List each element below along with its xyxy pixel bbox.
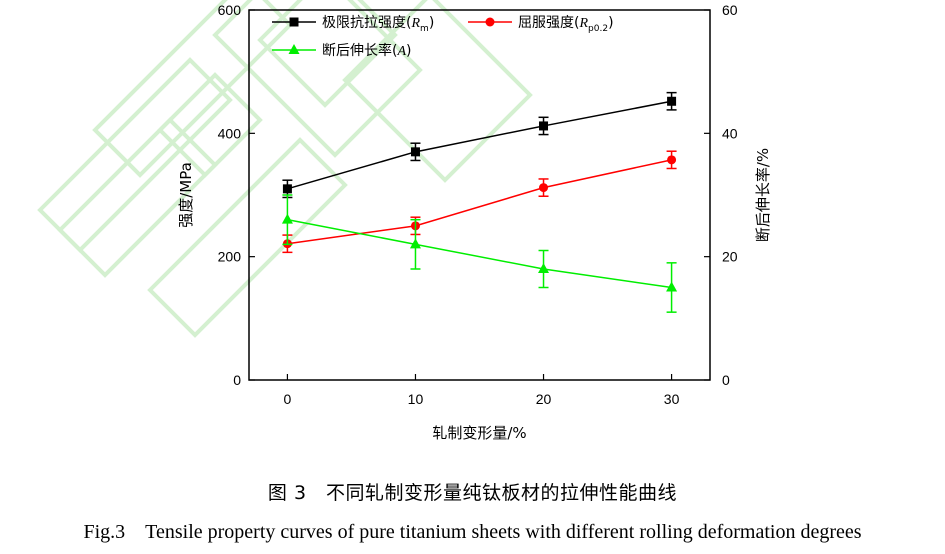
y2-tick-label: 60 — [722, 2, 738, 18]
watermark-shape — [147, 137, 348, 338]
series-1 — [282, 150, 677, 254]
legend-marker — [289, 17, 299, 27]
plot-frame — [248, 9, 711, 381]
y2-axis-label: 断后伸长率/% — [754, 148, 772, 242]
x-tick-label: 0 — [284, 391, 292, 407]
legend-entry-2: 断后伸长率(A) — [272, 42, 412, 59]
legend-label: 断后伸长率(A) — [322, 42, 412, 59]
legend-marker — [288, 44, 300, 54]
y-tick-label: 600 — [218, 2, 242, 18]
legend-label: 极限抗拉强度(Rm) — [322, 15, 434, 34]
series-2 — [281, 194, 678, 313]
y2-tick-label: 40 — [722, 125, 738, 141]
y-axis-label: 强度/MPa — [177, 162, 195, 228]
tensile-property-chart: 0 10 20 30 0 200 400 600 0 20 40 60 轧制变形量/% 强度/MPa 断后伸… — [37, 0, 772, 442]
caption-english: Fig.3 Tensile property curves of pure ti… — [83, 521, 862, 543]
legend-entry-0: 极限抗拉强度(Rm) — [272, 15, 434, 34]
x-tick-label: 20 — [536, 391, 552, 407]
y-tick-label: 200 — [218, 249, 242, 265]
y2-tick-label: 20 — [722, 249, 738, 265]
legend: 极限抗拉强度(Rm) 屈服强度(Rp0.2) 断后伸长率(A) — [272, 15, 614, 59]
watermark-shape — [157, 72, 263, 178]
axes: 0 10 20 30 0 200 400 600 0 20 40 60 轧制变形量/% 强度/MPa 断后伸… — [177, 2, 772, 442]
data-point — [409, 238, 421, 249]
legend-entry-1: 屈服强度(Rp0.2) — [468, 15, 614, 34]
legend-label: 屈服强度(Rp0.2) — [518, 15, 614, 34]
x-tick-label: 30 — [664, 391, 680, 407]
data-point — [667, 96, 677, 106]
data-point — [538, 263, 550, 273]
y-tick-label: 400 — [218, 125, 242, 141]
watermark-shape — [257, 0, 398, 108]
data-point — [539, 121, 549, 131]
watermark-shape — [342, 0, 533, 183]
legend-marker — [485, 17, 495, 27]
x-axis-label: 轧制变形量/% — [432, 424, 526, 442]
x-tick-label: 10 — [408, 391, 424, 407]
data-point — [410, 147, 420, 157]
series-line — [287, 100, 672, 190]
data-point — [666, 281, 678, 292]
data-point — [281, 213, 293, 224]
data-point — [282, 184, 292, 194]
watermark-shape — [92, 0, 293, 178]
watermark-shape — [212, 0, 423, 158]
data-point — [667, 155, 677, 165]
y-tick-label: 0 — [233, 372, 241, 388]
series-line — [287, 218, 672, 289]
series-line — [287, 159, 672, 245]
y2-tick-label: 0 — [722, 372, 730, 388]
plot-area — [281, 91, 678, 313]
data-point — [539, 183, 549, 193]
caption-chinese: 图 3 不同轧制变形量纯钛板材的拉伸性能曲线 — [267, 482, 678, 504]
